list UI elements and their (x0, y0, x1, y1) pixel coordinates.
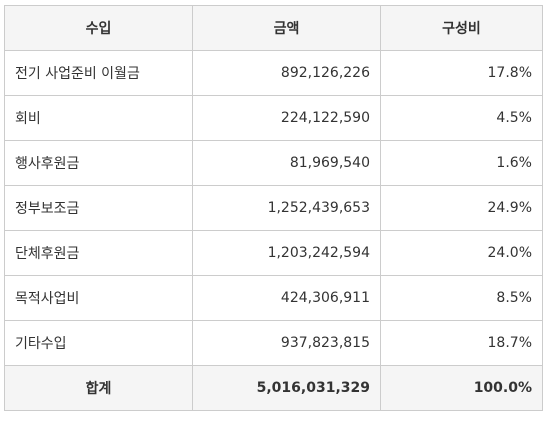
row-ratio: 17.8% (380, 50, 543, 96)
header-ratio: 구성비 (380, 5, 543, 51)
row-amount: 224,122,590 (192, 95, 381, 141)
row-item: 기타수입 (4, 320, 193, 366)
row-ratio: 24.0% (380, 230, 543, 276)
row-item: 단체후원금 (4, 230, 193, 276)
header-income: 수입 (4, 5, 193, 51)
row-ratio: 1.6% (380, 140, 543, 186)
table-row: 정부보조금 1,252,439,653 24.9% (4, 185, 543, 231)
row-ratio: 4.5% (380, 95, 543, 141)
row-item: 행사후원금 (4, 140, 193, 186)
row-amount: 1,252,439,653 (192, 185, 381, 231)
total-row: 합계 5,016,031,329 100.0% (4, 365, 543, 411)
total-amount: 5,016,031,329 (192, 365, 381, 411)
row-item: 정부보조금 (4, 185, 193, 231)
total-ratio: 100.0% (380, 365, 543, 411)
row-amount: 892,126,226 (192, 50, 381, 96)
row-amount: 937,823,815 (192, 320, 381, 366)
row-ratio: 18.7% (380, 320, 543, 366)
row-amount: 424,306,911 (192, 275, 381, 321)
row-ratio: 24.9% (380, 185, 543, 231)
table-row: 목적사업비 424,306,911 8.5% (4, 275, 543, 321)
header-amount: 금액 (192, 5, 381, 51)
total-label: 합계 (4, 365, 193, 411)
table-row: 회비 224,122,590 4.5% (4, 95, 543, 141)
row-item: 회비 (4, 95, 193, 141)
table-row: 전기 사업준비 이월금 892,126,226 17.8% (4, 50, 543, 96)
table-row: 단체후원금 1,203,242,594 24.0% (4, 230, 543, 276)
row-item: 전기 사업준비 이월금 (4, 50, 193, 96)
row-item: 목적사업비 (4, 275, 193, 321)
table-row: 기타수입 937,823,815 18.7% (4, 320, 543, 366)
row-amount: 1,203,242,594 (192, 230, 381, 276)
header-row: 수입 금액 구성비 (4, 5, 543, 51)
table-row: 행사후원금 81,969,540 1.6% (4, 140, 543, 186)
row-amount: 81,969,540 (192, 140, 381, 186)
income-table: 수입 금액 구성비 전기 사업준비 이월금 892,126,226 17.8% … (4, 5, 543, 411)
row-ratio: 8.5% (380, 275, 543, 321)
